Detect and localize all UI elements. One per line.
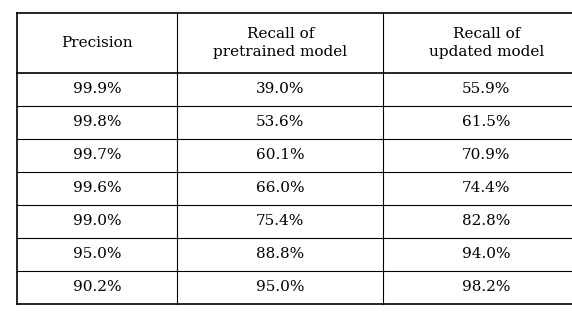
Text: 82.8%: 82.8% (462, 214, 510, 228)
Text: 74.4%: 74.4% (462, 181, 510, 195)
Text: 99.0%: 99.0% (73, 214, 122, 228)
Text: 75.4%: 75.4% (256, 214, 304, 228)
Text: 60.1%: 60.1% (256, 148, 305, 162)
Text: Recall of
updated model: Recall of updated model (428, 27, 544, 59)
Text: 66.0%: 66.0% (256, 181, 305, 195)
Text: 70.9%: 70.9% (462, 148, 510, 162)
Text: 99.9%: 99.9% (73, 82, 122, 96)
Text: 99.7%: 99.7% (73, 148, 121, 162)
Text: 55.9%: 55.9% (462, 82, 510, 96)
Text: 61.5%: 61.5% (462, 115, 510, 129)
Text: 95.0%: 95.0% (256, 280, 304, 294)
Text: 99.6%: 99.6% (73, 181, 122, 195)
Text: 99.8%: 99.8% (73, 115, 121, 129)
Text: 94.0%: 94.0% (462, 247, 511, 261)
Text: 39.0%: 39.0% (256, 82, 304, 96)
Text: Precision: Precision (61, 36, 133, 50)
Text: 53.6%: 53.6% (256, 115, 304, 129)
Text: 90.2%: 90.2% (73, 280, 122, 294)
Text: 95.0%: 95.0% (73, 247, 121, 261)
Text: 88.8%: 88.8% (256, 247, 304, 261)
Text: 98.2%: 98.2% (462, 280, 510, 294)
Text: Recall of
pretrained model: Recall of pretrained model (213, 27, 347, 59)
